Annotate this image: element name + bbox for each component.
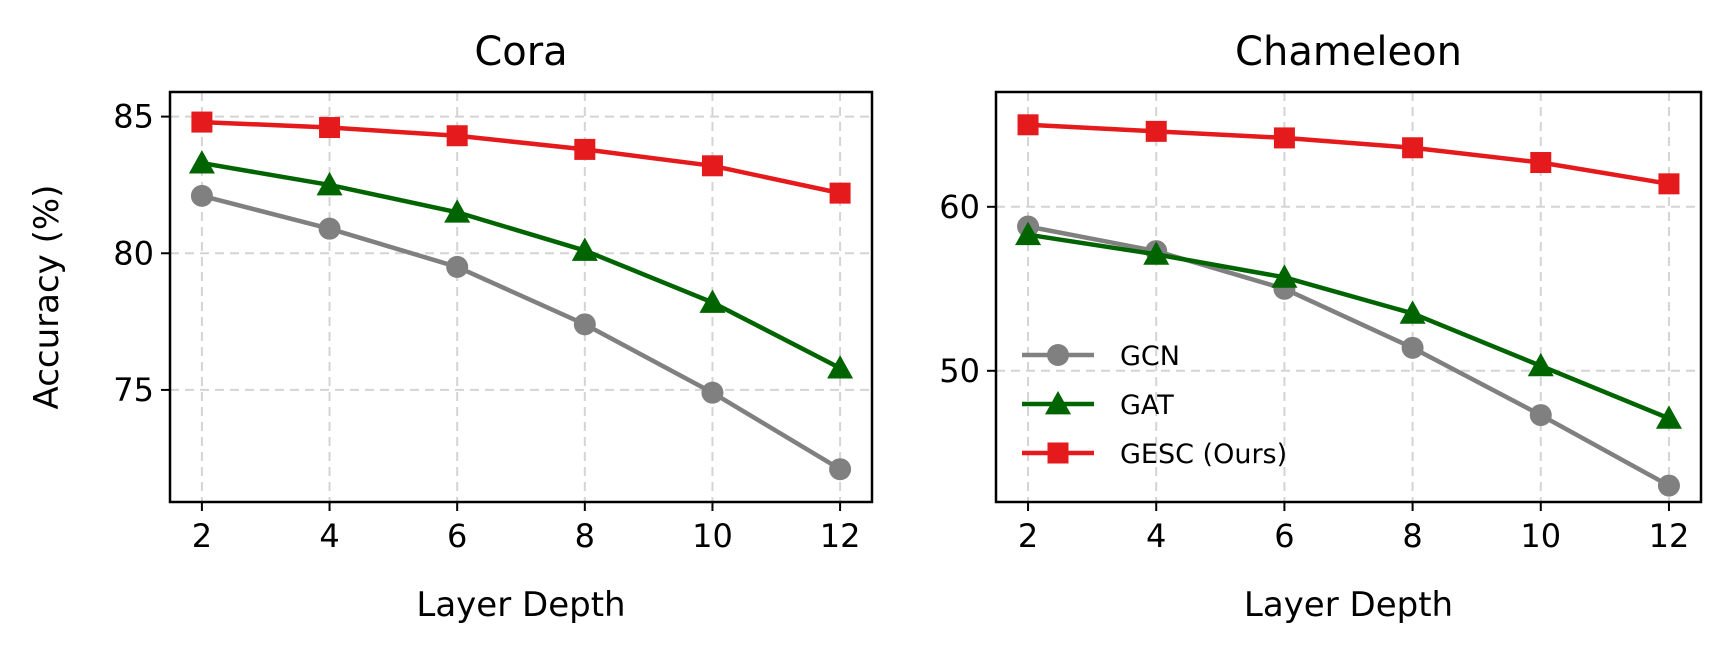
data-point — [701, 155, 723, 177]
y-tick-label: 50 — [939, 352, 980, 390]
data-point — [446, 255, 469, 278]
legend: GCN GAT GESC (Ours) — [1022, 341, 1287, 470]
series-line — [1027, 232, 1670, 421]
data-point — [1530, 152, 1552, 174]
x-tick-label: 4 — [1146, 517, 1166, 555]
chameleon-panel: 2 4 6 8 10 12 50 60 Chameleon Layer Depth GCN GAT GE… — [939, 29, 1703, 625]
data-point — [446, 125, 468, 147]
data-point — [188, 150, 215, 174]
data-point — [444, 199, 471, 223]
legend-item: GAT — [1022, 390, 1174, 421]
series-gat — [188, 150, 854, 379]
data-point — [1015, 221, 1042, 246]
data-point — [1145, 120, 1167, 142]
plot-frame — [994, 90, 1703, 504]
data-point — [1657, 474, 1680, 497]
data-point — [1399, 300, 1426, 324]
x-tick-label: 10 — [692, 517, 733, 555]
x-tick-label: 12 — [1649, 517, 1690, 555]
x-axis-label: Layer Depth — [1244, 585, 1453, 625]
legend-item: GESC (Ours) — [1022, 439, 1287, 470]
y-axis-label: Accuracy (%) — [27, 185, 67, 410]
series-line — [1027, 122, 1670, 187]
data-point — [571, 237, 598, 261]
x-tick-label: 10 — [1520, 517, 1561, 555]
data-point — [1658, 173, 1680, 195]
legend-marker — [1045, 391, 1071, 415]
y-tick-label: 80 — [113, 234, 154, 272]
data-point — [1401, 336, 1424, 359]
series-gesc-ours — [191, 111, 851, 204]
data-point — [829, 458, 852, 481]
data-point — [573, 313, 596, 336]
plot-frame — [168, 90, 874, 504]
data-point — [699, 289, 726, 313]
legend-label: GCN — [1120, 341, 1180, 372]
data-point — [316, 171, 343, 196]
legend-item: GCN — [1022, 341, 1180, 372]
series-line — [1027, 224, 1671, 488]
data-point — [827, 355, 854, 379]
data-point — [574, 138, 596, 160]
data-point — [1529, 404, 1552, 427]
x-tick-label: 6 — [447, 517, 467, 555]
chart-title: Chameleon — [1235, 29, 1462, 75]
y-tick-label: 60 — [939, 188, 980, 226]
series-gcn — [1017, 215, 1680, 497]
x-tick-label: 2 — [192, 517, 212, 555]
data-point — [1017, 114, 1039, 136]
cora-panel: 2 4 6 8 10 12 75 80 85 Cora Layer Depth Accuracy (%… — [27, 29, 874, 625]
y-tick-label: 75 — [113, 371, 154, 409]
series-gat — [1015, 221, 1682, 429]
series-gesc-ours — [1017, 114, 1680, 195]
legend-marker — [1047, 344, 1069, 366]
x-tick-label: 6 — [1274, 517, 1294, 555]
chart-title: Cora — [474, 29, 567, 75]
data-point — [1527, 352, 1554, 377]
x-tick-label: 12 — [820, 517, 861, 555]
series-line — [201, 160, 842, 371]
data-point — [1273, 127, 1295, 149]
data-point — [1402, 137, 1424, 159]
data-point — [191, 111, 213, 133]
data-point — [829, 182, 851, 204]
series-gcn — [190, 184, 852, 481]
data-point — [1271, 264, 1298, 288]
data-point — [1655, 405, 1682, 429]
x-tick-label: 8 — [1402, 517, 1422, 555]
data-point — [701, 381, 724, 404]
data-point — [319, 117, 341, 139]
x-tick-label: 4 — [319, 517, 339, 555]
legend-marker — [1047, 442, 1069, 464]
x-axis-label: Layer Depth — [416, 585, 625, 625]
x-tick-label: 8 — [575, 517, 595, 555]
data-point — [318, 217, 341, 240]
legend-label: GAT — [1120, 390, 1174, 421]
data-point — [1143, 241, 1170, 265]
series-line — [201, 193, 842, 472]
legend-label: GESC (Ours) — [1120, 439, 1287, 470]
y-tick-label: 85 — [113, 98, 154, 136]
data-point — [190, 184, 213, 207]
x-tick-label: 2 — [1018, 517, 1038, 555]
series-line — [201, 119, 841, 196]
